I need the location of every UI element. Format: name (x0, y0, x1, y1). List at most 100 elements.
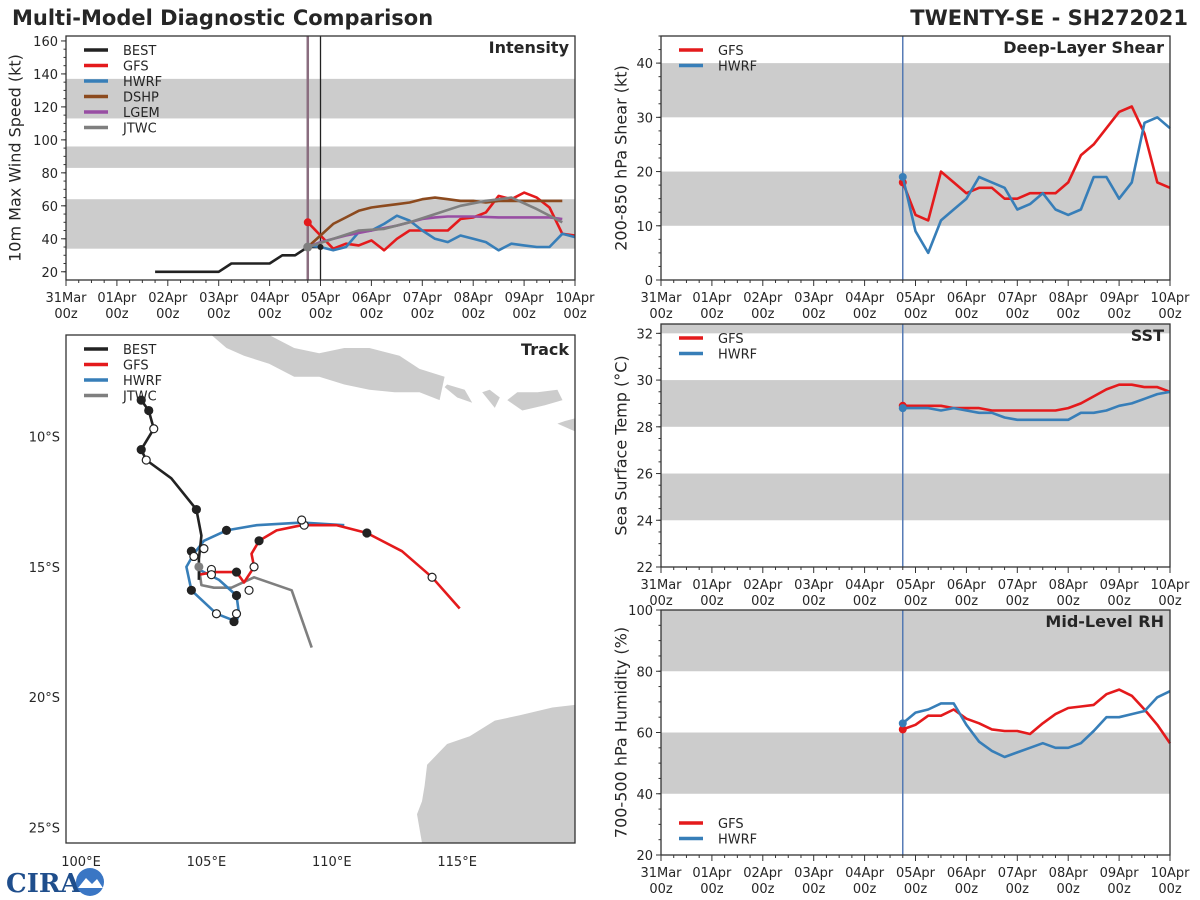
x-tick-label-line: 00z (156, 307, 180, 322)
x-tick-label-line: 00z (360, 307, 384, 322)
legend-label-gfs: GFS (718, 44, 744, 59)
cira-logo-text: CIRA (6, 869, 81, 898)
x-tick-label-line: 07Apr (998, 866, 1038, 881)
y-tick-label: 140 (33, 68, 58, 83)
x-tick-label: 05Apr 00z (896, 578, 936, 609)
legend-label-best: BEST (123, 44, 156, 59)
y-axis-label: Sea Surface Temp (°C) (612, 355, 631, 535)
x-tick-label-line: 09Apr (505, 291, 545, 306)
x-tick-label: 31Mar 00z (45, 291, 87, 322)
y-tick-label: 26 (636, 468, 653, 483)
x-tick-label-line: 00z (1158, 594, 1182, 609)
y-tick-label: 80 (41, 167, 58, 182)
x-tick-label-line: 00z (1107, 594, 1131, 609)
track-point-00z (136, 395, 146, 405)
init-marker-gfs (303, 218, 312, 227)
x-tick-label-line: 31Mar (640, 291, 682, 306)
x-tick-label-line: 07Apr (998, 291, 1038, 306)
series-line-best (155, 245, 321, 274)
x-tick-label: 10Apr 00z (1150, 866, 1190, 897)
panel-title: Track (521, 340, 569, 359)
lat-label: 20°S (29, 691, 60, 706)
x-tick-label-line: 00z (1158, 307, 1182, 322)
series-line-hwrf (901, 116, 1171, 255)
x-tick-label: 06Apr 00z (947, 291, 987, 322)
x-tick-label-line: 03Apr (794, 291, 834, 306)
x-tick-label-line: 00z (853, 594, 877, 609)
y-tick-label: 120 (33, 101, 58, 116)
y-tick-label: 20 (636, 849, 653, 864)
y-axis-label: 700-500 hPa Humidity (%) (612, 627, 631, 838)
x-tick-label-line: 00z (700, 307, 724, 322)
x-tick-label: 02Apr 00z (743, 866, 783, 897)
track-point-00z (231, 567, 242, 577)
series-line-hwrf (902, 390, 1171, 422)
y-tick-label: 40 (41, 233, 58, 248)
y-tick-label: 22 (636, 561, 653, 576)
x-tick-label-line: 00z (207, 307, 231, 322)
y-tick-label: 24 (636, 514, 653, 529)
x-tick-label-line: 00z (955, 594, 979, 609)
land-sumba (557, 418, 575, 432)
legend-label-jtwc: JTWC (122, 122, 157, 137)
x-tick-label: 03Apr 00z (794, 578, 834, 609)
x-tick-label-line: 00z (853, 307, 877, 322)
x-tick-label-line: 31Mar (640, 866, 682, 881)
x-tick-label: 08Apr 00z (1049, 291, 1089, 322)
x-tick-label-line: 03Apr (794, 866, 834, 881)
x-tick-label-line: 00z (309, 307, 333, 322)
x-tick-label-line: 00z (904, 307, 928, 322)
series-line-gfs (306, 191, 576, 252)
shaded-band (661, 732, 1170, 794)
x-tick-label: 31Mar 00z (640, 578, 682, 609)
x-tick-label-line: 06Apr (352, 291, 392, 306)
track-point-00z (186, 585, 196, 595)
init-marker-gfs (898, 725, 907, 734)
x-tick-label: 09Apr 00z (1100, 291, 1140, 322)
series-line-jtwc (307, 196, 563, 249)
legend-label-hwrf: HWRF (123, 374, 162, 389)
x-tick-label-line: 02Apr (743, 578, 783, 593)
x-tick-label-line: 01Apr (97, 291, 137, 306)
x-tick-label: 06Apr 00z (947, 578, 987, 609)
legend-label-dshp: DSHP (123, 91, 159, 106)
shaded-band (661, 324, 1170, 334)
x-tick-label-line: 00z (751, 594, 775, 609)
x-tick-label-line: 10Apr (1150, 866, 1190, 881)
x-tick-label: 01Apr 00z (692, 578, 732, 609)
legend-label-gfs: GFS (123, 60, 149, 75)
x-tick-label: 31Mar 00z (640, 866, 682, 897)
x-tick-label-line: 07Apr (998, 578, 1038, 593)
y-tick-label: 160 (33, 35, 58, 50)
y-tick-label: 0 (645, 274, 653, 289)
x-tick-label-line: 05Apr (896, 291, 936, 306)
x-tick-label-line: 05Apr (301, 291, 341, 306)
x-tick-label: 10Apr 00z (1150, 291, 1190, 322)
logo-mountain-icon (78, 878, 103, 888)
x-tick-label-line: 00z (904, 594, 928, 609)
land-australia (417, 704, 575, 843)
x-tick-label-line: 00z (105, 307, 129, 322)
y-tick-label: 28 (636, 421, 653, 436)
x-tick-label: 02Apr 00z (743, 578, 783, 609)
x-tick-label-line: 04Apr (845, 866, 885, 881)
x-tick-label: 02Apr 00z (148, 291, 188, 322)
init-marker-hwrf (898, 404, 907, 413)
x-tick-label-line: 10Apr (1150, 291, 1190, 306)
y-tick-label: 100 (628, 604, 653, 619)
y-tick-label: 40 (636, 57, 653, 72)
track-init-marker (194, 562, 204, 572)
lon-label: 115°E (437, 855, 477, 870)
land-java (211, 335, 445, 401)
track-point-00z (231, 590, 242, 601)
legend-label-gfs: GFS (718, 332, 744, 347)
x-tick-label-line: 00z (802, 594, 826, 609)
track-point-00z (254, 536, 264, 546)
track-point-12z (141, 455, 151, 465)
x-tick-label-line: 00z (904, 882, 928, 897)
x-tick-label-line: 04Apr (250, 291, 290, 306)
x-tick-label-line: 00z (955, 307, 979, 322)
x-tick-label-line: 00z (853, 882, 877, 897)
